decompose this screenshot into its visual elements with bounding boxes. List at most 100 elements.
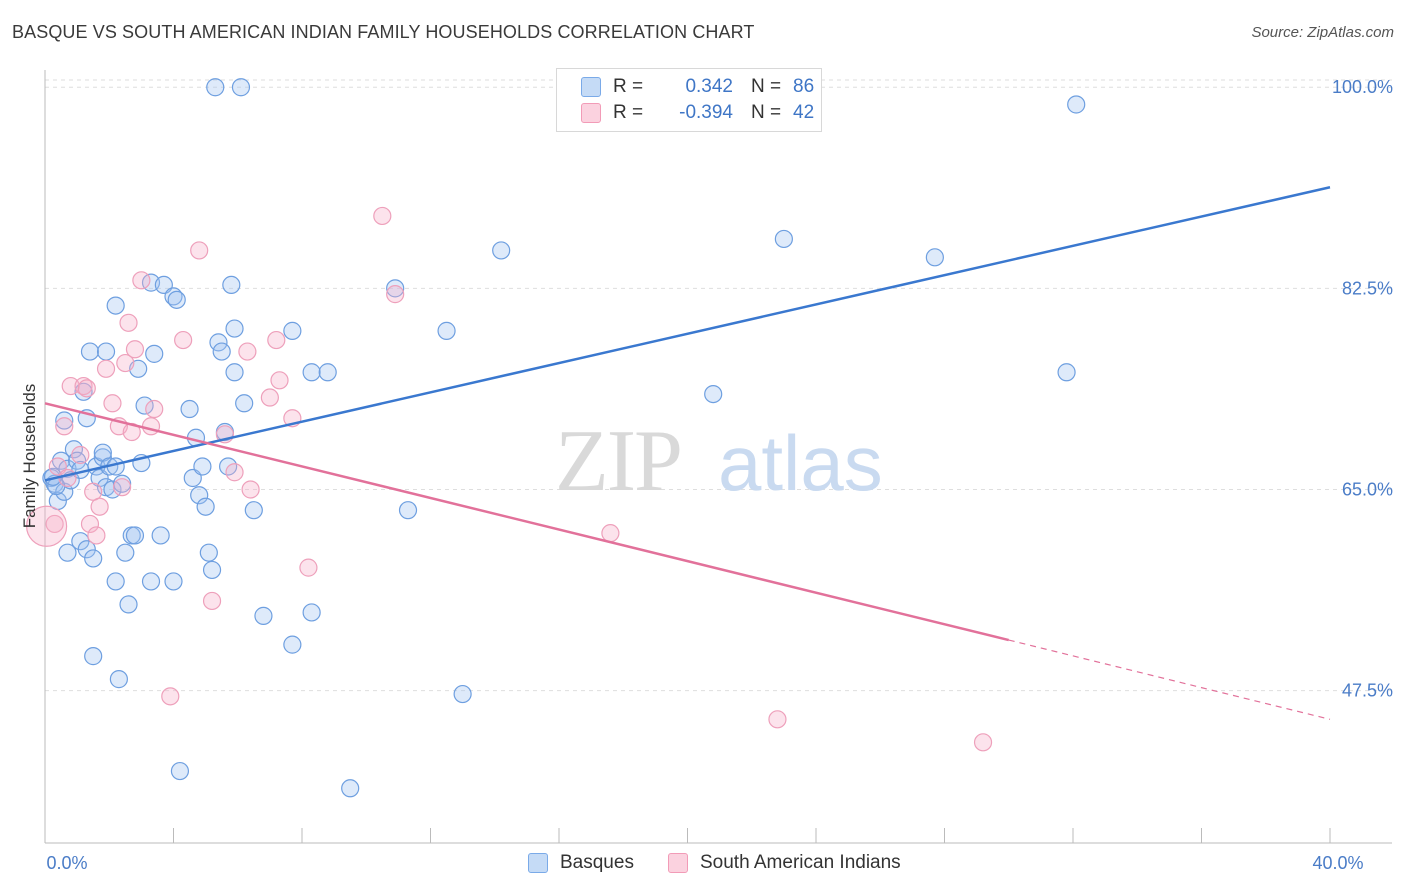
basques-point <box>80 342 100 361</box>
basques-point <box>492 241 511 260</box>
y-tick-label: 47.5% <box>1342 681 1393 701</box>
basques-point <box>386 279 405 298</box>
basques-point <box>116 543 135 562</box>
basques-point <box>225 363 244 382</box>
basques-point <box>170 761 190 781</box>
south-american-indians-point <box>80 514 100 534</box>
basques-point <box>341 779 360 798</box>
basques-point <box>212 342 231 361</box>
basques-point <box>106 296 125 315</box>
correlation-legend: R = 0.342 N = 86 R = -0.394 N = 42 <box>556 68 822 132</box>
basques-point <box>206 78 225 97</box>
y-tick-label: 100.0% <box>1332 77 1393 97</box>
south-american-indians-point <box>241 480 260 499</box>
south-american-indians-point <box>87 526 106 545</box>
south-american-indians-point <box>145 399 164 419</box>
basques-point <box>196 497 215 516</box>
series-label-basques: Basques <box>560 852 634 873</box>
south-american-indians-point <box>77 379 96 398</box>
basques-point <box>151 526 170 545</box>
south-american-indians-point <box>61 376 80 396</box>
x-tick-label: 40.0% <box>1312 853 1363 873</box>
y-axis-title: Family Households <box>20 384 39 529</box>
south-american-indians-point <box>55 417 74 436</box>
basques-point <box>164 572 183 591</box>
basques-point <box>244 501 263 520</box>
basques-point <box>302 603 321 622</box>
y-tick-label: 65.0% <box>1342 479 1393 499</box>
south-american-indians-point <box>174 330 193 350</box>
y-tick-label: 82.5% <box>1342 278 1393 298</box>
south-american-indians-point <box>299 558 318 577</box>
south-american-indians-point <box>26 505 68 547</box>
south-american-indians-trend-extension <box>1008 639 1331 720</box>
south-american-indians-point <box>119 313 138 332</box>
basques-point <box>119 595 138 614</box>
grid-layer <box>45 79 1392 692</box>
south-american-indians-point <box>202 591 222 611</box>
south-american-indians-trend-line <box>44 402 1010 642</box>
basques-point <box>1067 95 1086 114</box>
south-american-indians-point <box>116 353 135 373</box>
legend-n-label: N = <box>751 76 782 97</box>
basques-point <box>202 560 222 580</box>
trend-layer <box>44 186 1331 720</box>
south-american-indians-point <box>373 206 392 226</box>
south-american-indians-point <box>125 340 145 359</box>
basques-point <box>453 684 472 704</box>
legend-n-value: 86 <box>793 76 815 97</box>
south-american-indians-point <box>74 376 93 396</box>
basques-point <box>1057 363 1076 382</box>
basques-point <box>222 275 241 295</box>
basques-point <box>283 635 302 654</box>
south-american-indians-point <box>90 497 109 516</box>
basques-point <box>180 399 199 419</box>
basques-point <box>167 290 186 309</box>
series-legend-south-american-indians: South American Indians <box>668 852 901 874</box>
south-american-indians-point <box>601 524 620 543</box>
south-american-indians-point <box>71 445 90 465</box>
south-american-indians-point <box>45 514 64 534</box>
south-american-indians-point <box>132 271 151 290</box>
south-american-indians-point <box>768 710 787 729</box>
chart-title: BASQUE VS SOUTH AMERICAN INDIAN FAMILY H… <box>12 22 755 42</box>
basques-point <box>58 543 77 562</box>
south-american-indians-point <box>260 388 279 407</box>
south-american-indians-point <box>161 687 180 706</box>
south-american-indians-point <box>238 342 257 361</box>
south-american-indians-point <box>225 463 244 482</box>
watermark: ZIP atlas <box>555 413 883 510</box>
legend-swatch-basques <box>581 77 601 97</box>
south-american-indians-point <box>141 417 161 436</box>
legend-row-south-american-indians: R = -0.394 N = 42 <box>581 101 814 125</box>
basques-point <box>164 287 183 306</box>
south-american-indians-point <box>386 285 405 304</box>
basques-point <box>135 396 154 415</box>
south-american-indians-point <box>103 394 122 413</box>
south-american-indians-point <box>267 330 286 350</box>
basques-point <box>925 248 944 267</box>
basques-point <box>254 606 273 625</box>
basques-point <box>231 78 251 97</box>
basques-point <box>318 363 337 382</box>
basques-point <box>125 526 145 545</box>
basques-point <box>84 647 103 666</box>
legend-row-basques: R = 0.342 N = 86 <box>581 75 814 99</box>
series-swatch-south-american-indians <box>668 853 688 873</box>
basques-trend-line <box>44 186 1331 482</box>
tick-labels-layer: 100.0% 82.5% 65.0% 47.5% 0.0% 40.0% <box>46 77 1393 873</box>
south-american-indians-point <box>190 241 209 260</box>
series-label-south-american-indians: South American Indians <box>700 852 901 873</box>
basques-point <box>96 342 116 361</box>
legend-r-label: R = <box>613 76 644 97</box>
watermark-atlas: atlas <box>718 419 883 507</box>
south-american-indians-point <box>58 468 77 488</box>
axes-layer <box>44 70 1392 844</box>
watermark-zip: ZIP <box>555 413 681 510</box>
basques-point <box>145 344 164 363</box>
legend-r-value: -0.394 <box>679 102 733 123</box>
basques-point <box>437 321 456 340</box>
basques-point <box>398 501 418 520</box>
basques-point <box>283 321 302 340</box>
